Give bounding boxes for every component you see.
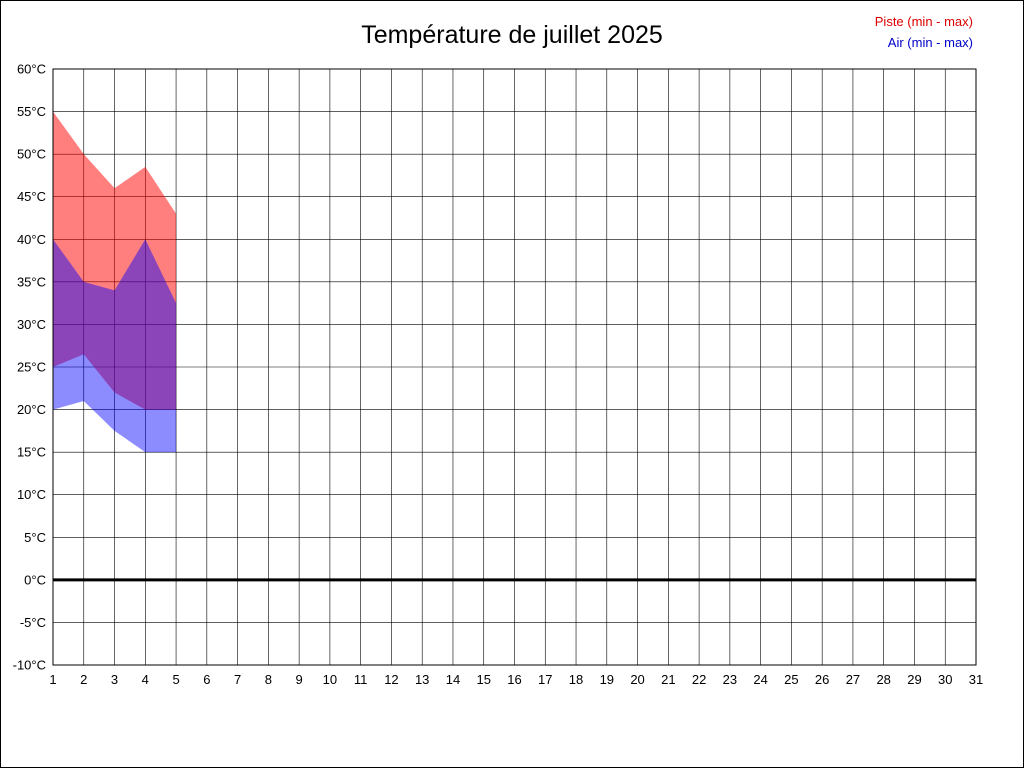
x-tick-label: 25 (784, 672, 798, 687)
x-tick-label: 7 (234, 672, 241, 687)
x-tick-label: 17 (538, 672, 552, 687)
chart-title: Température de juillet 2025 (361, 21, 663, 49)
legend-item-air: Air (min - max) (887, 35, 973, 50)
x-tick-label: 30 (938, 672, 952, 687)
x-tick-label: 6 (203, 672, 210, 687)
x-tick-label: 5 (172, 672, 179, 687)
x-tick-label: 21 (661, 672, 675, 687)
air-band (53, 239, 177, 453)
x-tick-label: 20 (630, 672, 644, 687)
x-tick-label: 8 (265, 672, 272, 687)
x-tick-label: 24 (753, 672, 767, 687)
y-tick-label: 10°C (17, 487, 46, 502)
plot-border (52, 68, 977, 666)
legend-item-piste: Piste (min - max) (874, 14, 973, 29)
x-tick-label: 9 (296, 672, 303, 687)
y-tick-label: -5°C (20, 615, 46, 630)
x-tick-label: 23 (723, 672, 737, 687)
x-tick-label: 1 (49, 672, 56, 687)
chart-legend: Piste (min - max) Air (min - max) (875, 11, 973, 53)
x-tick-label: 11 (354, 672, 368, 687)
x-tick-label: 19 (600, 672, 614, 687)
y-tick-label: 45°C (17, 189, 46, 204)
x-tick-label: 14 (446, 672, 460, 687)
y-axis-labels: 60°C 55°C 50°C 45°C 40°C 35°C 30°C 25°C 20°C 15°C… (13, 62, 46, 673)
x-tick-label: 12 (384, 672, 398, 687)
y-tick-label: 5°C (24, 530, 46, 545)
y-tick-label: 0°C (24, 572, 46, 587)
y-tick-label: 30°C (17, 317, 46, 332)
x-tick-label: 4 (142, 672, 149, 687)
x-tick-label: 15 (476, 672, 490, 687)
y-tick-label: 25°C (17, 360, 46, 375)
piste-band (53, 111, 177, 410)
y-tick-label: 60°C (17, 62, 46, 77)
x-tick-label: 22 (692, 672, 706, 687)
grid-lines (52, 68, 977, 666)
y-tick-label: 50°C (17, 147, 46, 162)
x-tick-label: 31 (969, 672, 983, 687)
y-tick-label: 20°C (17, 402, 46, 417)
y-tick-label: 40°C (17, 232, 46, 247)
x-tick-label: 13 (415, 672, 429, 687)
x-tick-label: 16 (507, 672, 521, 687)
y-tick-label: 55°C (17, 104, 46, 119)
x-tick-label: 2 (80, 672, 87, 687)
x-tick-label: 18 (569, 672, 583, 687)
x-tick-label: 10 (323, 672, 337, 687)
y-tick-label: -10°C (13, 658, 46, 673)
x-tick-label: 3 (111, 672, 118, 687)
x-tick-label: 27 (846, 672, 860, 687)
x-tick-label: 28 (876, 672, 890, 687)
x-axis-labels: 1 2 3 4 5 6 7 8 9 10 11 12 13 14 15 16 17 18 19 20 21 22 23 24 2… (49, 672, 983, 687)
y-tick-label: 15°C (17, 445, 46, 460)
x-tick-label: 29 (907, 672, 921, 687)
y-tick-label: 35°C (17, 274, 46, 289)
x-tick-label: 26 (815, 672, 829, 687)
